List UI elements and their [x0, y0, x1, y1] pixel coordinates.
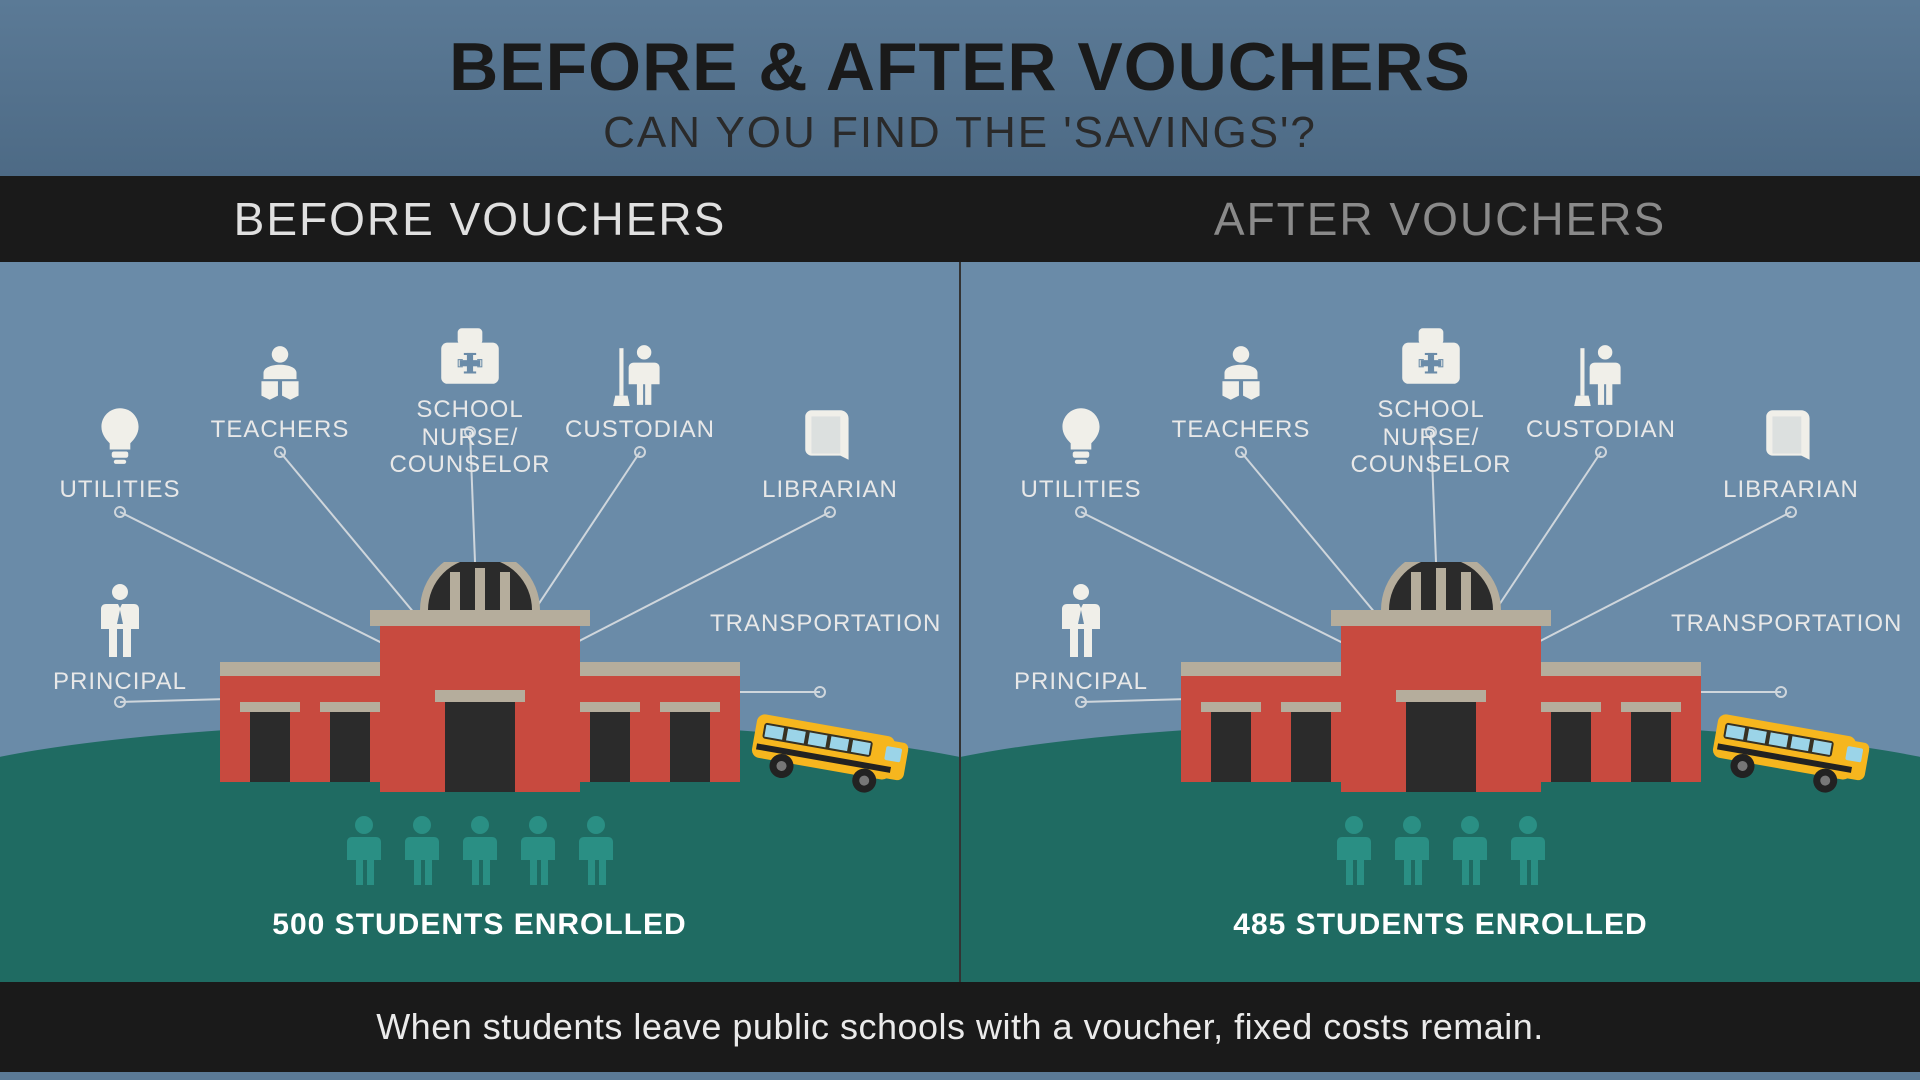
- cost-librarian: LIBRARIAN: [1691, 402, 1891, 504]
- after-panel: UTILITIES TEACHERS SCHOOL NURSE/COUNSELO…: [961, 262, 1920, 982]
- school-building-icon: [1181, 562, 1701, 792]
- comparison-panels: UTILITIES TEACHERS SCHOOL NURSE/COUNSELO…: [0, 262, 1920, 982]
- principal-icon: [40, 582, 200, 660]
- student-icon: [460, 815, 500, 892]
- section-label-bar: BEFORE VOUCHERS AFTER VOUCHERS: [0, 176, 1920, 262]
- cost-teachers-label: TEACHERS: [180, 416, 380, 444]
- before-panel: UTILITIES TEACHERS SCHOOL NURSE/COUNSELO…: [0, 262, 959, 982]
- custodian-icon: [1501, 342, 1701, 408]
- page-title: BEFORE & AFTER VOUCHERS: [0, 28, 1920, 106]
- student-icon: [402, 815, 442, 892]
- cost-transportation: TRANSPORTATION: [1671, 602, 1891, 638]
- footer-caption: When students leave public schools with …: [0, 982, 1920, 1072]
- page-subtitle: CAN YOU FIND THE 'SAVINGS'?: [0, 108, 1920, 158]
- student-icon: [1508, 815, 1548, 892]
- cost-principal-label: PRINCIPAL: [40, 668, 200, 696]
- cost-teachers: TEACHERS: [1141, 342, 1341, 444]
- cost-principal: PRINCIPAL: [1001, 582, 1161, 696]
- cost-custodian-label: CUSTODIAN: [540, 416, 740, 444]
- student-icon: [1334, 815, 1374, 892]
- cost-transportation: TRANSPORTATION: [710, 602, 930, 638]
- cost-teachers-label: TEACHERS: [1141, 416, 1341, 444]
- after-section-label: AFTER VOUCHERS: [960, 192, 1920, 246]
- student-icon: [576, 815, 616, 892]
- enrolled-count: 485 STUDENTS ENROLLED: [961, 908, 1920, 942]
- student-row: [0, 815, 959, 892]
- student-icon: [344, 815, 384, 892]
- cost-principal-label: PRINCIPAL: [1001, 668, 1161, 696]
- principal-icon: [1001, 582, 1161, 660]
- header: BEFORE & AFTER VOUCHERS CAN YOU FIND THE…: [0, 0, 1920, 176]
- librarian-icon: [730, 402, 930, 468]
- cost-principal: PRINCIPAL: [40, 582, 200, 696]
- student-icon: [518, 815, 558, 892]
- cost-transportation-label: TRANSPORTATION: [1671, 610, 1891, 638]
- cost-utilities-label: UTILITIES: [981, 476, 1181, 504]
- librarian-icon: [1691, 402, 1891, 468]
- custodian-icon: [540, 342, 740, 408]
- cost-teachers: TEACHERS: [180, 342, 380, 444]
- teachers-icon: [1141, 342, 1341, 408]
- cost-librarian-label: LIBRARIAN: [1691, 476, 1891, 504]
- teachers-icon: [180, 342, 380, 408]
- cost-librarian: LIBRARIAN: [730, 402, 930, 504]
- cost-custodian: CUSTODIAN: [540, 342, 740, 444]
- cost-librarian-label: LIBRARIAN: [730, 476, 930, 504]
- student-icon: [1392, 815, 1432, 892]
- student-row: [961, 815, 1920, 892]
- student-icon: [1450, 815, 1490, 892]
- cost-custodian-label: CUSTODIAN: [1501, 416, 1701, 444]
- cost-custodian: CUSTODIAN: [1501, 342, 1701, 444]
- before-section-label: BEFORE VOUCHERS: [0, 192, 960, 246]
- cost-transportation-label: TRANSPORTATION: [710, 610, 930, 638]
- school-building-icon: [220, 562, 740, 792]
- enrolled-count: 500 STUDENTS ENROLLED: [0, 908, 959, 942]
- cost-utilities-label: UTILITIES: [20, 476, 220, 504]
